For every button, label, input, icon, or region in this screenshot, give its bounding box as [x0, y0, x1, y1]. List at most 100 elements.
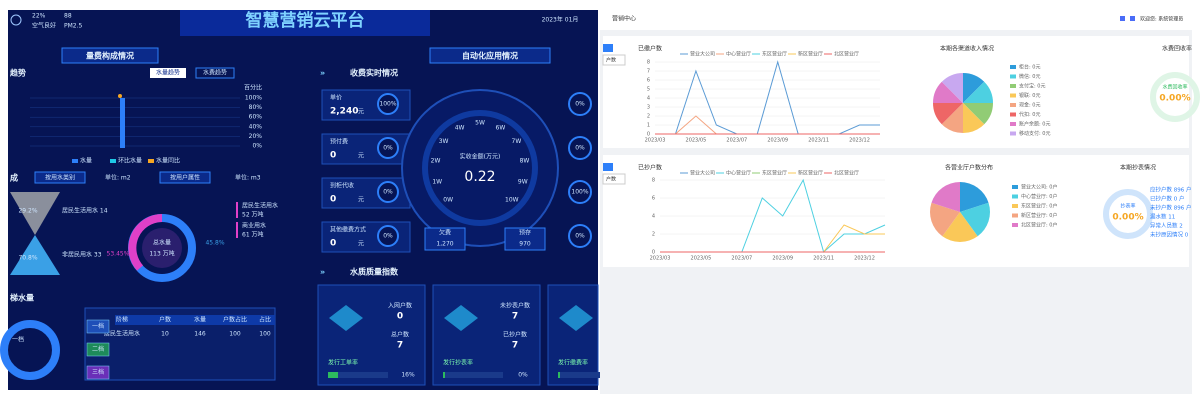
- dropdown[interactable]: [602, 173, 626, 185]
- tab-label[interactable]: 水量趋势: [156, 69, 180, 77]
- legend-label: 新区营业厅: 0户: [1021, 212, 1057, 219]
- prepaid-box: [504, 227, 546, 251]
- donut-value: 113 万吨: [149, 250, 174, 258]
- funnel-bottom: [10, 235, 60, 275]
- legend-bar: [236, 202, 238, 218]
- gauge-tick: 7W: [512, 138, 522, 145]
- legend-swatch: [1012, 223, 1018, 227]
- pct-ring: [568, 92, 592, 116]
- legend-swatch: [1010, 112, 1016, 117]
- section-title: 水质质量指数: [349, 267, 399, 277]
- item-unit: 元: [358, 197, 364, 204]
- level-label[interactable]: 二档: [92, 345, 104, 353]
- tab[interactable]: [159, 171, 211, 184]
- axis-label: 80%: [249, 104, 263, 111]
- pct-ring: [568, 136, 592, 160]
- legend-swatch: [1010, 93, 1016, 98]
- gauge-tick: 5W: [475, 120, 485, 127]
- stat-value: 7: [397, 341, 403, 351]
- owed-label: 欠费: [439, 229, 451, 237]
- gauge-tick: 9W: [518, 178, 528, 185]
- table-header: [115, 315, 275, 325]
- icon[interactable]: [1130, 16, 1135, 21]
- progress: [328, 372, 388, 378]
- legend-value: 61 万吨: [242, 231, 264, 239]
- item-value: 0: [330, 195, 336, 205]
- section-title: 自动化应用情况: [462, 51, 518, 61]
- pct-ring: [568, 180, 592, 204]
- tab[interactable]: [195, 67, 235, 79]
- x-tick-label: 2023/09: [767, 138, 788, 144]
- table-header: 水量: [194, 316, 206, 324]
- dropdown-label[interactable]: 户数: [606, 176, 616, 183]
- gauge-ring: [422, 110, 538, 226]
- axis-label: 60%: [249, 114, 263, 121]
- item-unit: 元: [358, 241, 364, 248]
- level-button[interactable]: [86, 319, 110, 334]
- pct-value: 100%: [571, 189, 588, 196]
- date: 2023年 01月: [542, 16, 579, 24]
- pct-value: 100%: [379, 101, 396, 108]
- gauge-tick: 2W: [431, 157, 441, 164]
- level-label[interactable]: 三档: [92, 368, 104, 376]
- progress: [443, 372, 503, 378]
- x-tick-label: 2023/05: [691, 256, 712, 262]
- axis-label: 20%: [249, 133, 263, 140]
- pie-slice: [930, 202, 960, 237]
- legend-name: 居民生活用水: [242, 202, 278, 210]
- legend-bar: [236, 222, 238, 238]
- dropdown[interactable]: [602, 54, 626, 66]
- pie-slice: [933, 103, 963, 125]
- donut-right: 45.8%: [205, 240, 224, 247]
- tab-label[interactable]: 按用户属性: [170, 174, 200, 182]
- legend-label: 营业大公司: 0户: [1021, 184, 1057, 191]
- legend-label: 北区营业厅: [834, 51, 859, 58]
- x-tick-label: 2023/07: [731, 256, 752, 262]
- pm-value: 88: [64, 13, 72, 20]
- item-label: 其他缴费方式: [330, 226, 366, 234]
- gauge-tick: 4W: [455, 124, 465, 131]
- y-tick-label: 2: [652, 232, 655, 238]
- legend-swatch: [1012, 213, 1018, 218]
- pct-ring: [377, 225, 399, 247]
- dropdown-label[interactable]: 户数: [606, 57, 616, 64]
- legend-swatch: [148, 159, 154, 163]
- gauge-label: 实收金额(万元): [460, 153, 501, 161]
- legend-label: 银联: 0元: [1019, 92, 1040, 99]
- line: [655, 60, 880, 135]
- legend-label: 营业大公司: [690, 170, 715, 177]
- funnel-top: [10, 192, 60, 235]
- stat-value: 7: [512, 312, 518, 322]
- y-tick-label: 3: [647, 105, 650, 111]
- pie-slice: [942, 212, 978, 242]
- level-button[interactable]: [86, 342, 110, 357]
- pm-label: PM2.5: [64, 23, 83, 30]
- level-button[interactable]: [86, 365, 110, 380]
- table-cell: 100: [229, 331, 241, 338]
- card-title: 水费回收率: [1162, 45, 1192, 53]
- user[interactable]: 欢迎您: 系统管理员: [1140, 16, 1183, 23]
- section-title: 收费实时情况: [350, 68, 398, 78]
- ring: [0, 320, 60, 380]
- icon[interactable]: [1120, 16, 1125, 21]
- axis-label: 40%: [249, 123, 263, 130]
- level-label[interactable]: 一档: [92, 322, 104, 330]
- tab[interactable]: [150, 68, 186, 78]
- legend-value: 52 万吨: [242, 211, 264, 219]
- title: 智慧营销云平台: [246, 10, 365, 31]
- x-tick-label: 2023/09: [772, 256, 793, 262]
- tab-label[interactable]: 按用水类别: [45, 174, 75, 182]
- ring: [1103, 189, 1153, 239]
- funnel-label: 居民生活用水 14: [62, 207, 108, 215]
- tab-label[interactable]: 水费趋势: [203, 69, 227, 77]
- card-title: 本期各渠道收入情况: [940, 45, 994, 53]
- quality-card: [432, 284, 541, 386]
- legend-swatch: [72, 159, 78, 163]
- table-cell: 146: [194, 331, 206, 338]
- pct-value: 0%: [575, 145, 585, 152]
- legend-label: 中心营业厅: 0户: [1021, 193, 1057, 200]
- legend-name: 商业用水: [242, 222, 266, 230]
- tab[interactable]: [34, 171, 86, 184]
- dot-decor: [118, 94, 122, 98]
- funnel-pct: 70.8%: [18, 255, 37, 262]
